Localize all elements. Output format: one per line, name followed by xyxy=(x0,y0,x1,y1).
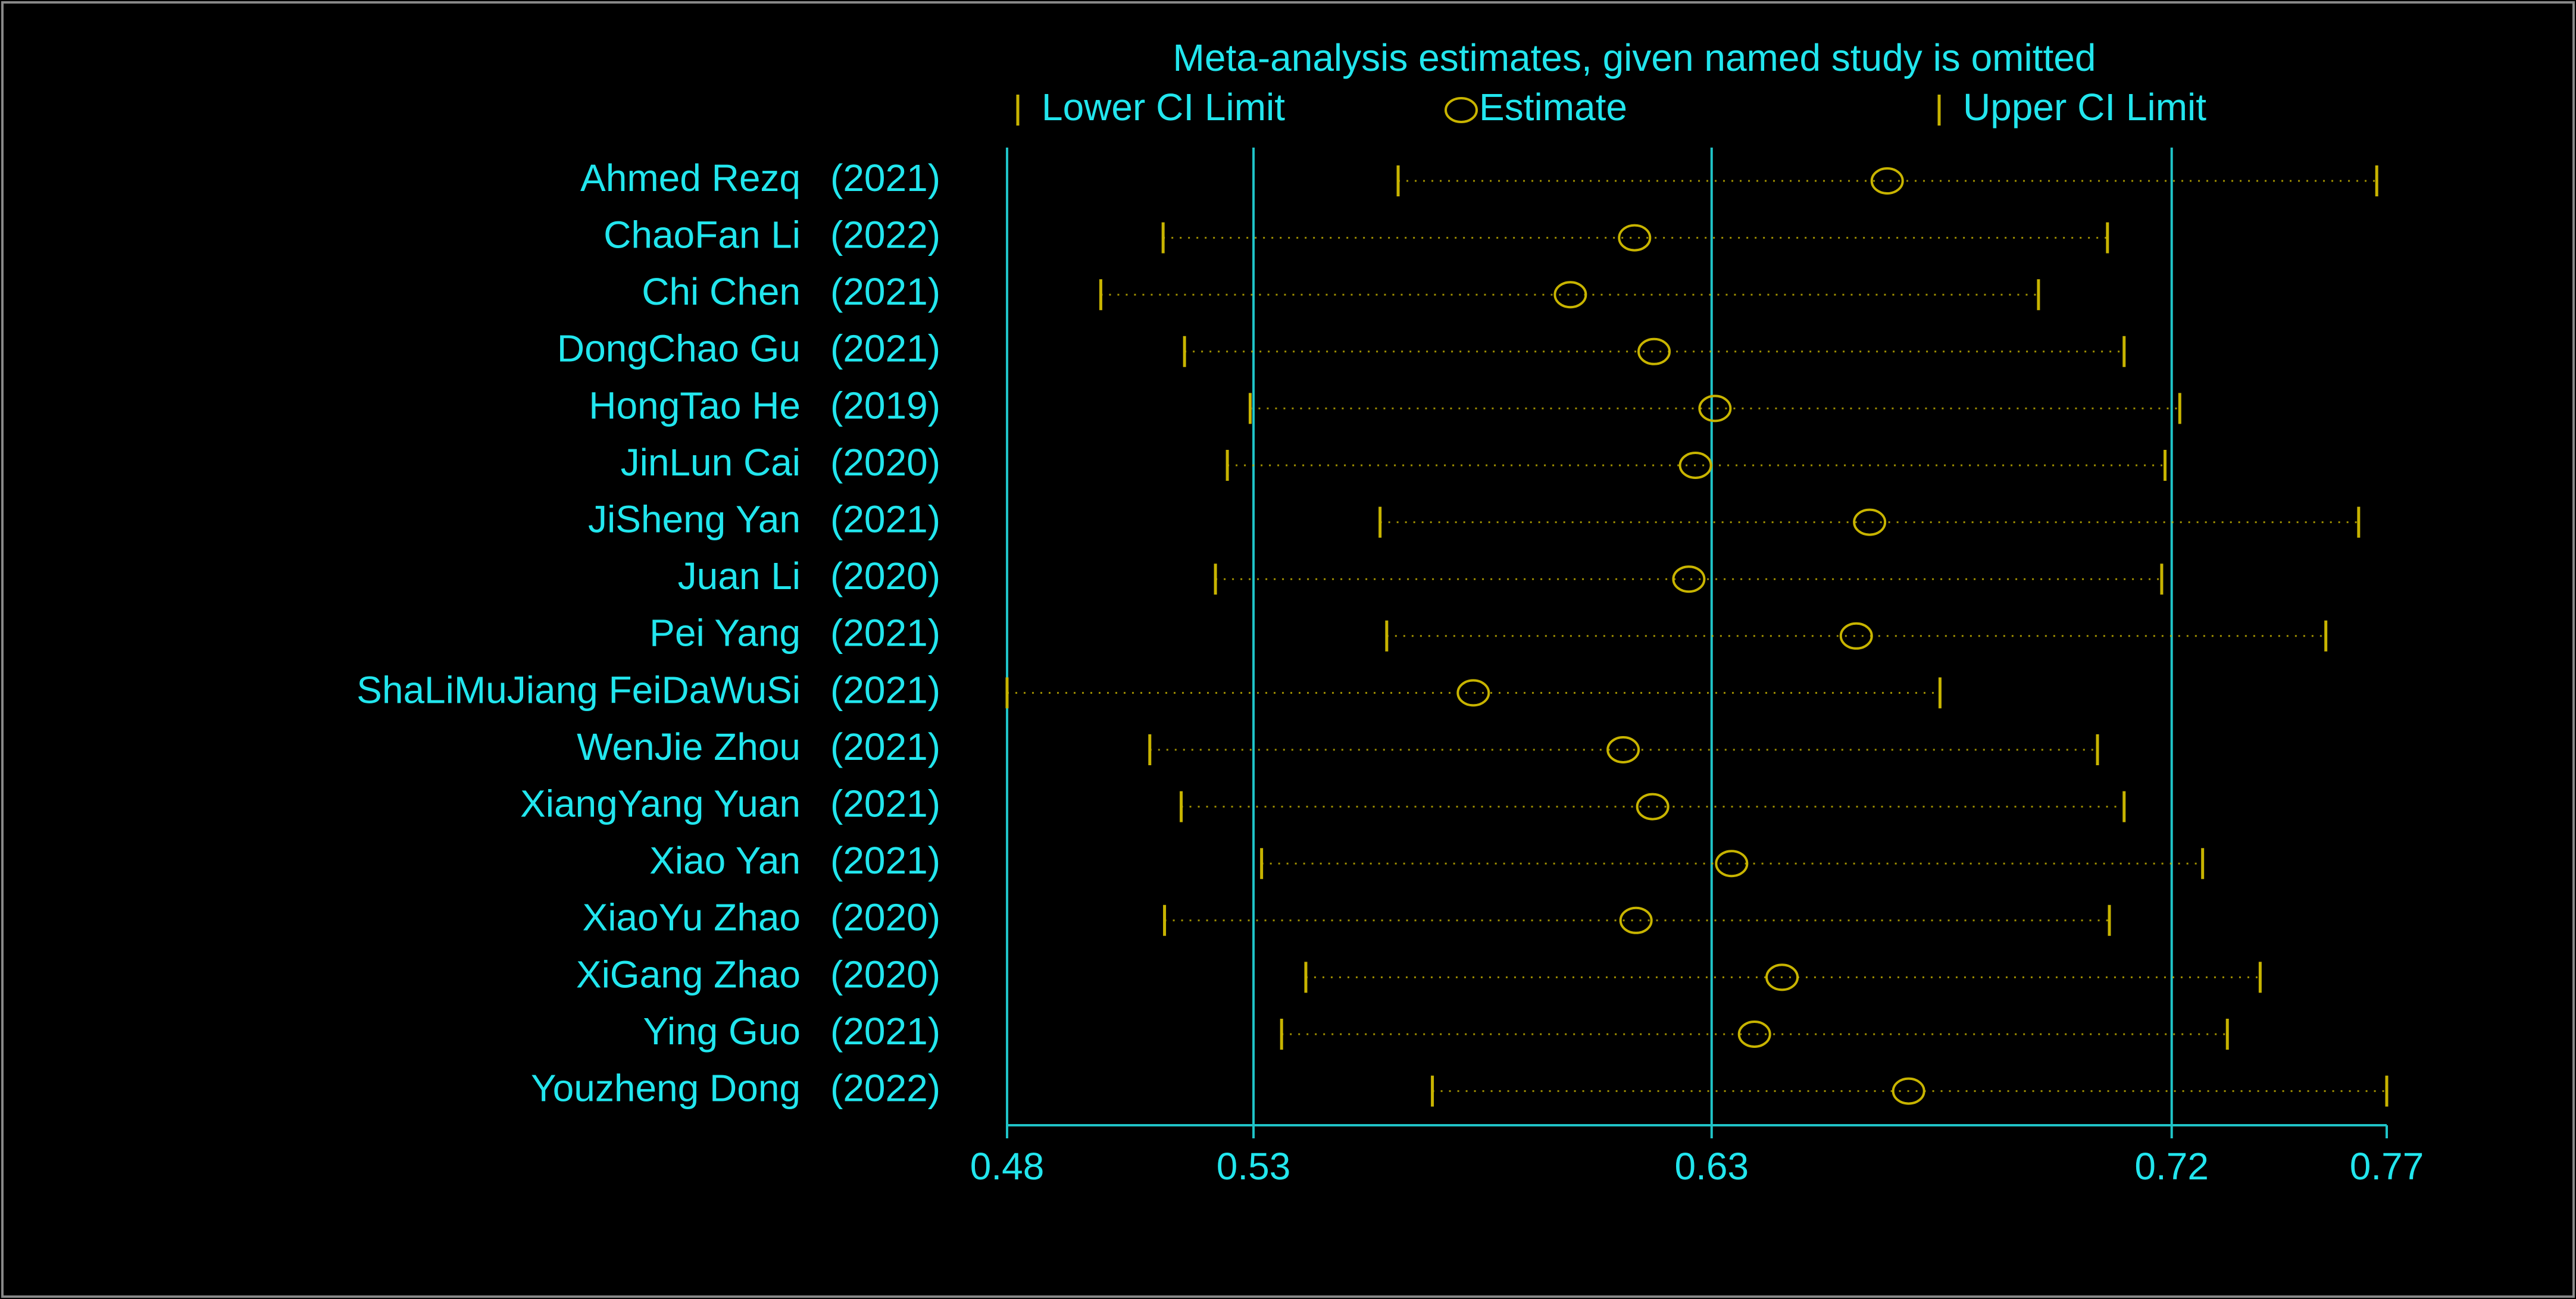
study-year: (2021) xyxy=(830,612,940,655)
study-name: JinLun Cai xyxy=(621,441,801,484)
study-year: (2020) xyxy=(830,555,940,597)
study-year: (2020) xyxy=(830,953,940,996)
study-year: (2021) xyxy=(830,725,940,768)
study-name: HongTao He xyxy=(589,384,801,427)
estimate xyxy=(1765,963,1799,991)
estimate xyxy=(1839,622,1873,650)
estimate xyxy=(1637,337,1671,365)
estimate xyxy=(1553,281,1587,309)
estimate xyxy=(1606,736,1640,763)
study-name: ShaLiMuJiang FeiDaWuSi xyxy=(357,668,801,711)
study-name: Ying Guo xyxy=(643,1010,801,1053)
study-year: (2020) xyxy=(830,896,940,939)
study-year: (2021) xyxy=(830,498,940,541)
estimate xyxy=(1853,508,1887,536)
study-name: DongChao Gu xyxy=(557,327,801,370)
estimate xyxy=(1678,452,1712,479)
estimate xyxy=(1715,850,1749,878)
legend-label: Upper CI Limit xyxy=(1963,86,2206,129)
study-year: (2019) xyxy=(830,384,940,427)
estimate xyxy=(1672,565,1706,593)
study-name: WenJie Zhou xyxy=(577,725,801,768)
study-name: Youzheng Dong xyxy=(531,1067,801,1110)
study-year: (2021) xyxy=(830,839,940,882)
estimate xyxy=(1737,1021,1771,1048)
x-tick-label: 0.53 xyxy=(1217,1145,1291,1188)
study-name: Juan Li xyxy=(678,555,801,597)
x-tick-label: 0.48 xyxy=(970,1145,1045,1188)
study-year: (2021) xyxy=(830,156,940,199)
study-year: (2021) xyxy=(830,270,940,313)
study-year: (2021) xyxy=(830,782,940,825)
x-tick-label: 0.72 xyxy=(2134,1145,2209,1188)
study-name: XiaoYu Zhao xyxy=(583,896,801,939)
estimate xyxy=(1892,1077,1925,1105)
study-year: (2022) xyxy=(830,214,940,256)
estimate xyxy=(1698,395,1732,422)
study-year: (2021) xyxy=(830,1010,940,1053)
estimate xyxy=(1870,167,1904,195)
study-name: Xiao Yan xyxy=(649,839,801,882)
study-year: (2021) xyxy=(830,327,940,370)
chart-title: Meta-analysis estimates, given named stu… xyxy=(1173,36,2096,79)
x-tick-label: 0.77 xyxy=(2350,1145,2424,1188)
study-name: Chi Chen xyxy=(642,270,801,313)
study-name: Pei Yang xyxy=(649,612,801,655)
legend-label: Estimate xyxy=(1479,86,1627,129)
estimate xyxy=(1618,224,1652,252)
x-tick-label: 0.63 xyxy=(1674,1145,1749,1188)
study-name: JiSheng Yan xyxy=(588,498,801,541)
study-name: XiangYang Yuan xyxy=(520,782,801,825)
estimate xyxy=(1619,906,1653,934)
study-year: (2020) xyxy=(830,441,940,484)
study-name: ChaoFan Li xyxy=(604,214,801,256)
estimate xyxy=(1636,793,1670,821)
study-name: XiGang Zhao xyxy=(576,953,801,996)
estimate xyxy=(1456,679,1490,707)
legend-symbol xyxy=(1445,97,1478,123)
study-year: (2022) xyxy=(830,1067,940,1110)
study-year: (2021) xyxy=(830,668,940,711)
study-name: Ahmed Rezq xyxy=(580,156,801,199)
legend-label: Lower CI Limit xyxy=(1042,86,1285,129)
